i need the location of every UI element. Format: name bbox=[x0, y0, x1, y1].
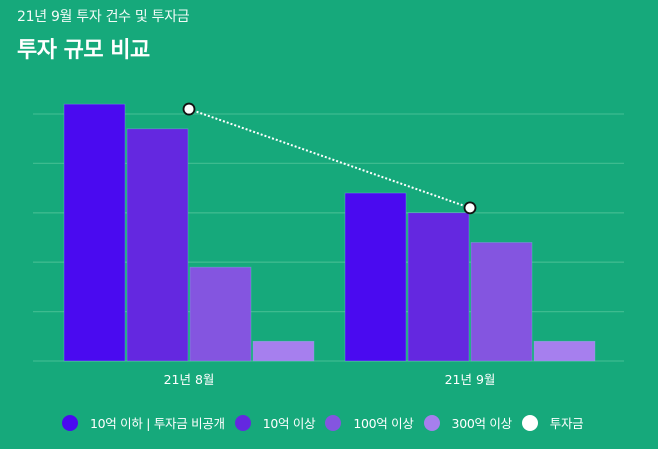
legend-swatch-icon bbox=[234, 414, 251, 431]
x-tick-label: 21년 8월 bbox=[164, 372, 215, 387]
investment-line bbox=[182, 102, 477, 215]
bar bbox=[470, 242, 533, 362]
bar bbox=[533, 340, 596, 362]
x-axis-labels: 21년 8월 21년 9월 bbox=[164, 372, 496, 387]
legend-label: 100억 이상 bbox=[353, 416, 414, 431]
x-tick-label: 21년 9월 bbox=[445, 372, 496, 387]
legend-item: 10억 이상 bbox=[234, 413, 316, 432]
bar bbox=[344, 192, 407, 362]
legend-label: 300억 이상 bbox=[451, 416, 513, 431]
bars bbox=[63, 103, 596, 362]
legend-item: 100억 이상 bbox=[325, 413, 414, 432]
legend-swatch-icon bbox=[62, 414, 78, 431]
line-point bbox=[182, 102, 196, 116]
line-point bbox=[463, 201, 477, 215]
bar bbox=[407, 212, 470, 362]
legend-item: 10억 이하 | 투자금 비공개 bbox=[62, 413, 225, 432]
legend-swatch-icon bbox=[325, 414, 342, 431]
bar bbox=[63, 103, 126, 362]
legend-item: 300억 이상 bbox=[423, 413, 513, 432]
bar bbox=[252, 340, 315, 362]
line-series-path bbox=[188, 108, 471, 209]
legend-item: 투자금 bbox=[521, 413, 584, 432]
bar bbox=[126, 128, 189, 362]
legend-swatch-icon bbox=[521, 414, 538, 431]
legend-label: 10억 이상 bbox=[262, 416, 316, 431]
chart-subtitle: 21년 9월 투자 건수 및 투자금 bbox=[17, 9, 190, 25]
chart-title: 투자 규모 비교 bbox=[17, 38, 150, 63]
bar bbox=[189, 266, 252, 362]
legend-label: 10억 이하 | 투자금 비공개 bbox=[90, 416, 225, 431]
legend-swatch-icon bbox=[423, 414, 440, 431]
legend: 10억 이하 | 투자금 비공개 10억 이상 100억 이상 300억 이상 투자금 bbox=[62, 413, 593, 432]
legend-label: 투자금 bbox=[549, 416, 584, 431]
